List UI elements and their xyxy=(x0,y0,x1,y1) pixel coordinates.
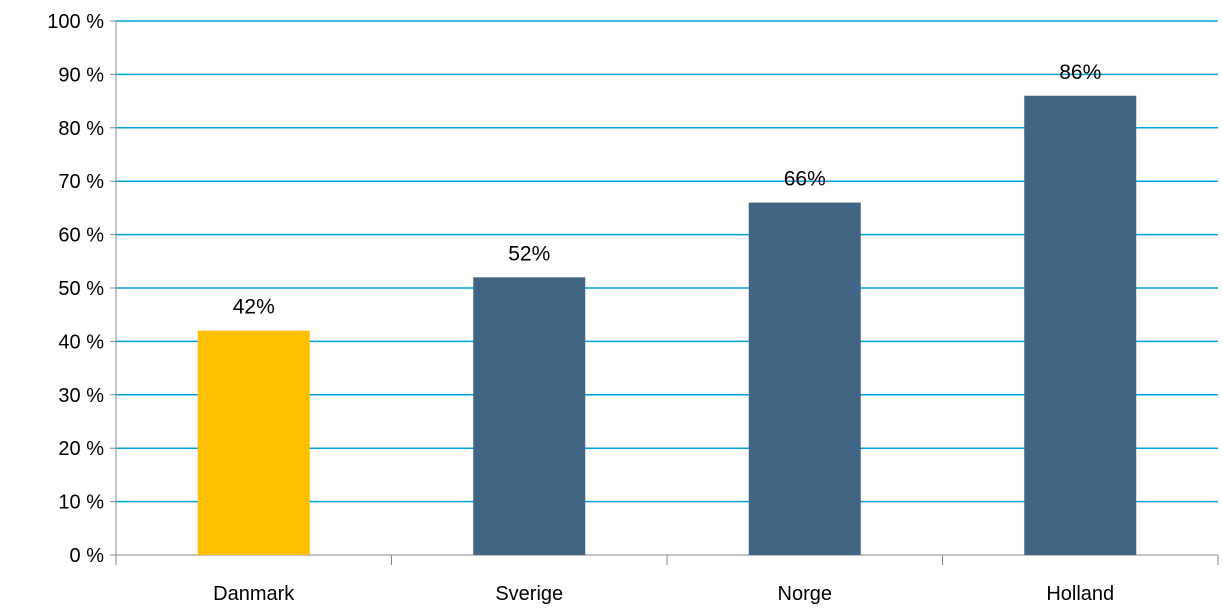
x-category-label: Sverige xyxy=(495,583,563,605)
y-tick-label: 60 % xyxy=(58,225,104,247)
y-axis-tick-labels: 0 % 10 % 20 % 30 % 40 % 50 % 60 % 70 % 80 % 90 % 1… xyxy=(47,11,104,567)
x-category-label: Holland xyxy=(1046,583,1114,605)
y-tick-label: 30 % xyxy=(58,385,104,407)
data-label: 86% xyxy=(1059,61,1101,84)
y-tick-label: 100 % xyxy=(47,11,104,33)
y-tick-label: 20 % xyxy=(58,438,104,460)
y-tick-label: 70 % xyxy=(58,171,104,193)
y-tick-label: 90 % xyxy=(58,64,104,86)
bar-sverige xyxy=(473,277,586,555)
y-tick-label: 80 % xyxy=(58,118,104,140)
x-category-label: Norge xyxy=(778,583,832,605)
y-tick-label: 10 % xyxy=(58,492,104,514)
y-tick-label: 40 % xyxy=(58,331,104,353)
x-category-label: Danmark xyxy=(213,583,295,605)
bar-holland xyxy=(1024,95,1137,555)
x-axis-category-labels: Danmark Sverige Norge Holland xyxy=(213,583,1114,605)
data-label: 52% xyxy=(508,242,550,265)
bars xyxy=(197,95,1137,555)
data-label: 42% xyxy=(233,296,275,319)
data-label: 66% xyxy=(784,168,826,191)
bar-danmark xyxy=(197,330,310,555)
y-tick-label: 50 % xyxy=(58,278,104,300)
y-tick-label: 0 % xyxy=(70,545,105,567)
data-labels: 42% 52% 66% 86% xyxy=(233,61,1102,319)
bar-norge xyxy=(748,202,861,555)
